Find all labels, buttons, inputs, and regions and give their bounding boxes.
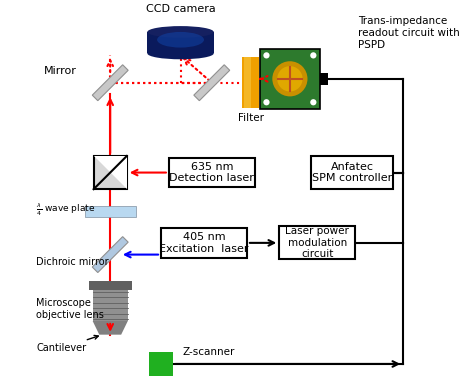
Ellipse shape	[273, 61, 308, 96]
Bar	[161, 228, 247, 258]
Bar	[320, 73, 328, 85]
Text: Filter: Filter	[238, 113, 264, 123]
Bar	[169, 158, 255, 187]
Polygon shape	[194, 65, 230, 101]
Circle shape	[264, 99, 270, 105]
Text: 635 nm
Detection laser: 635 nm Detection laser	[169, 162, 254, 183]
Circle shape	[310, 52, 317, 58]
Bar	[92, 290, 128, 321]
Ellipse shape	[277, 66, 302, 91]
Text: Trans-impedance
readout circuit with
PSPD: Trans-impedance readout circuit with PSP…	[358, 16, 460, 49]
Bar	[279, 226, 356, 260]
Ellipse shape	[157, 32, 204, 47]
Bar	[147, 32, 214, 53]
Ellipse shape	[147, 26, 214, 38]
Circle shape	[310, 99, 317, 105]
Bar	[89, 281, 132, 290]
Text: CCD camera: CCD camera	[146, 4, 215, 15]
Bar	[85, 206, 136, 217]
Bar	[242, 57, 259, 108]
Text: Mirror: Mirror	[44, 66, 77, 76]
Polygon shape	[92, 237, 128, 272]
Text: Microscope
objective lens: Microscope objective lens	[36, 298, 104, 320]
Bar	[94, 156, 127, 189]
Text: Dichroic mirror: Dichroic mirror	[36, 258, 109, 267]
Text: $\frac{\lambda}{4}$ wave plate: $\frac{\lambda}{4}$ wave plate	[36, 201, 95, 218]
Text: Anfatec
SPM controller: Anfatec SPM controller	[312, 162, 392, 183]
Polygon shape	[94, 156, 127, 189]
Bar	[260, 49, 320, 109]
Text: Cantilever: Cantilever	[36, 336, 98, 353]
Ellipse shape	[147, 47, 214, 59]
Bar	[311, 156, 393, 189]
Circle shape	[264, 52, 270, 58]
Polygon shape	[92, 65, 128, 101]
Bar	[244, 57, 251, 108]
Polygon shape	[92, 321, 128, 335]
Text: Z-scanner: Z-scanner	[182, 347, 235, 357]
Text: Laser power
modulation
circuit: Laser power modulation circuit	[285, 226, 349, 260]
Text: 405 nm
Excitation  laser: 405 nm Excitation laser	[159, 232, 249, 254]
Bar	[149, 352, 173, 376]
